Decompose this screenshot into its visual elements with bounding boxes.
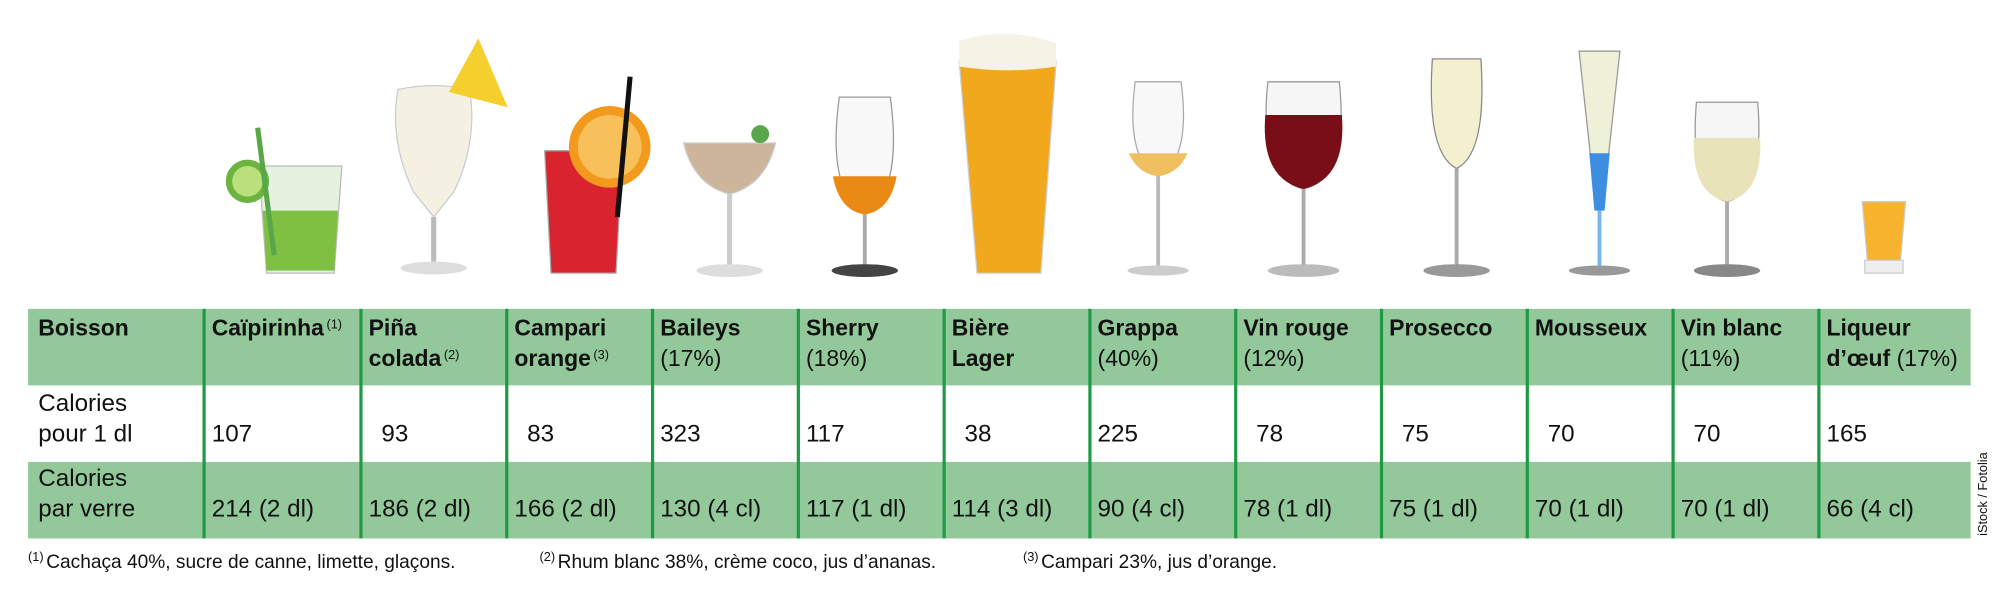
calories-per-dl: 70 [1548, 420, 1575, 447]
footnote-mark: (1) [28, 548, 44, 563]
drink-name: Baileys [660, 315, 740, 341]
drink-name: orange (3) [514, 345, 609, 371]
drink-name-line: orange [514, 345, 590, 371]
drink-name-line: d’œuf [1827, 345, 1891, 371]
drink-name: Bière [952, 315, 1009, 341]
calories-per-glass: 70 (1 dl) [1681, 496, 1770, 523]
calories-per-glass: 130 (4 cl) [660, 496, 761, 523]
drink-name-line: Lager [952, 345, 1015, 371]
calories-per-dl: 93 [381, 420, 408, 447]
footnote-text: Rhum blanc 38%, crème coco, jus d’ananas… [558, 552, 936, 573]
calories-per-glass: 75 (1 dl) [1389, 496, 1478, 523]
footnote-ref: (2) [444, 347, 460, 362]
drink-name: Lager [952, 345, 1015, 371]
footnote-mark: (2) [540, 548, 556, 563]
drink-name-line: Liqueur [1827, 315, 1911, 341]
footnote: (3) Campari 23%, jus d’orange. [1023, 548, 1277, 573]
calories-per-glass: 90 (4 cl) [1098, 496, 1186, 523]
drink-name: Campari [514, 315, 606, 341]
drink-note: (18%) [806, 345, 867, 371]
drink-name: d’œuf (17%) [1827, 345, 1958, 371]
drink-note: (40%) [1098, 345, 1159, 371]
footnote: (1) Cachaça 40%, sucre de canne, limette,… [28, 548, 455, 573]
row-label: par verre [38, 496, 135, 523]
header-row [28, 308, 1971, 386]
drink-name: Sherry [806, 315, 879, 341]
drink-alcohol: (18%) [806, 345, 867, 371]
drink-note: (11%) [1681, 345, 1740, 371]
drink-note: (12%) [1243, 345, 1304, 371]
calories-per-dl: 75 [1402, 420, 1429, 447]
calories-per-glass: 117 (1 dl) [806, 496, 907, 523]
drink-name: Grappa [1098, 315, 1179, 341]
calories-per-glass: 166 (2 dl) [514, 496, 616, 523]
drink-name-line: Piña [369, 315, 418, 341]
drink-note: (17%) [660, 345, 721, 371]
glass-row [28, 461, 1971, 539]
drink-name: Mousseux [1535, 315, 1647, 341]
drink-name-line: Campari [514, 315, 606, 341]
footnote-text: Cachaça 40%, sucre de canne, limette, gl… [46, 552, 455, 573]
drink-name: Vin blanc [1681, 315, 1783, 341]
drink-name-line: Grappa [1098, 315, 1179, 341]
drink-name-line: Sherry [806, 315, 879, 341]
calories-per-glass: 186 (2 dl) [369, 496, 471, 523]
drink-name-line: Vin blanc [1681, 315, 1783, 341]
calories-per-dl: 107 [212, 420, 252, 447]
footnote-ref: (1) [326, 316, 342, 331]
drink-name-line: Baileys [660, 315, 740, 341]
drink-name-line: Bière [952, 315, 1009, 341]
calories-per-glass: 70 (1 dl) [1535, 496, 1624, 523]
drink-name-line: Prosecco [1389, 315, 1492, 341]
calories-per-dl: 225 [1098, 420, 1138, 447]
calories-per-glass: 78 (1 dl) [1243, 496, 1332, 523]
footnote-ref: (3) [593, 347, 609, 362]
drink-alcohol: (17%) [660, 345, 721, 371]
drink-alcohol: (40%) [1098, 345, 1159, 371]
calories-per-dl: 78 [1256, 420, 1283, 447]
photo-credit: iStock / Fotolia [1975, 451, 1990, 536]
drink-alcohol: (17%) [1897, 345, 1958, 371]
calories-per-glass: 114 (3 dl) [952, 496, 1053, 523]
drink-name: Liqueur [1827, 315, 1911, 341]
footnote: (2) Rhum blanc 38%, crème coco, jus d’ana… [540, 548, 937, 573]
calories-per-dl: 70 [1693, 420, 1720, 447]
drink-name: colada (2) [369, 345, 460, 371]
calories-per-dl: 117 [806, 420, 845, 447]
row-label: pour 1 dl [38, 420, 132, 447]
footnote-mark: (3) [1023, 548, 1039, 563]
drink-name: Prosecco [1389, 315, 1492, 341]
drink-name: Vin rouge [1243, 315, 1348, 341]
calories-per-glass: 66 (4 cl) [1827, 496, 1915, 523]
calories-per-dl: 323 [660, 420, 700, 447]
drink-name-line: Mousseux [1535, 315, 1647, 341]
drink-name-line: Vin rouge [1243, 315, 1348, 341]
calories-per-glass: 214 (2 dl) [212, 496, 314, 523]
calories-per-dl: 165 [1827, 420, 1867, 447]
row-label: Calories [38, 390, 127, 417]
drink-name: Piña [369, 315, 418, 341]
calories-per-dl: 83 [527, 420, 554, 447]
calories-per-dl: 38 [965, 420, 992, 447]
row-label: Boisson [38, 315, 129, 341]
drink-name-line: Caïpirinha [212, 315, 324, 341]
drink-alcohol: (12%) [1243, 345, 1304, 371]
footnote-text: Campari 23%, jus d’orange. [1041, 552, 1277, 573]
drink-name-line: colada [369, 345, 442, 371]
row-label: Calories [38, 465, 127, 492]
drink-illustrations [225, 33, 1907, 277]
table-backgrounds [28, 308, 1971, 539]
drink-name: Caïpirinha (1) [212, 315, 342, 341]
drink-alcohol: (11%) [1681, 345, 1740, 371]
